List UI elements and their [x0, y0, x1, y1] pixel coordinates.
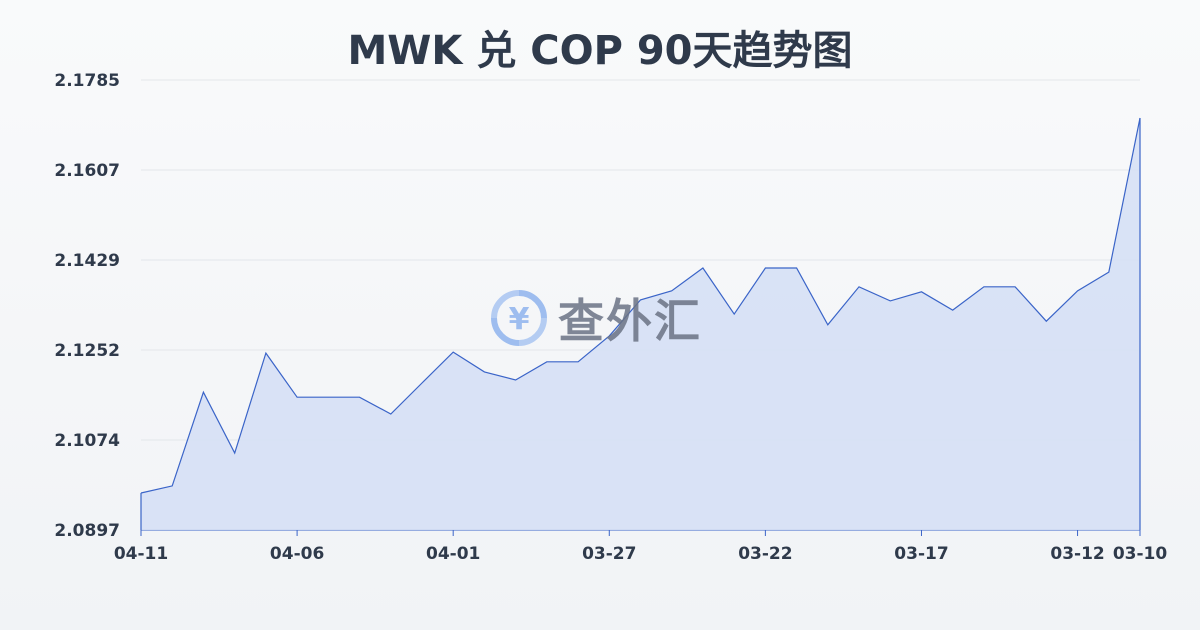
y-tick-label: 2.0897 [54, 521, 120, 541]
x-tick-label: 04-01 [426, 544, 480, 564]
x-tick-label: 04-11 [114, 544, 168, 564]
watermark: ¥ 查外汇 [488, 285, 702, 351]
y-tick-label: 2.1252 [54, 341, 120, 361]
x-tick-label: 03-10 [1113, 544, 1168, 564]
x-tick-label: 03-22 [738, 544, 792, 564]
x-tick-label: 03-27 [582, 544, 636, 564]
x-tick-label: 04-06 [270, 544, 324, 564]
x-tick-label: 03-12 [1050, 544, 1104, 564]
chart-title: MWK 兑 COP 90天趋势图 [347, 28, 853, 74]
y-tick-label: 2.1785 [54, 71, 120, 91]
x-tick-label: 03-17 [894, 544, 948, 564]
y-tick-label: 2.1607 [54, 161, 120, 181]
watermark-text: 查外汇 [558, 294, 702, 348]
svg-text:¥: ¥ [509, 302, 530, 337]
area-fill [141, 118, 1140, 530]
yen-exchange-icon: ¥ [491, 290, 547, 346]
y-tick-label: 2.1429 [54, 251, 120, 271]
y-tick-label: 2.1074 [54, 431, 120, 451]
